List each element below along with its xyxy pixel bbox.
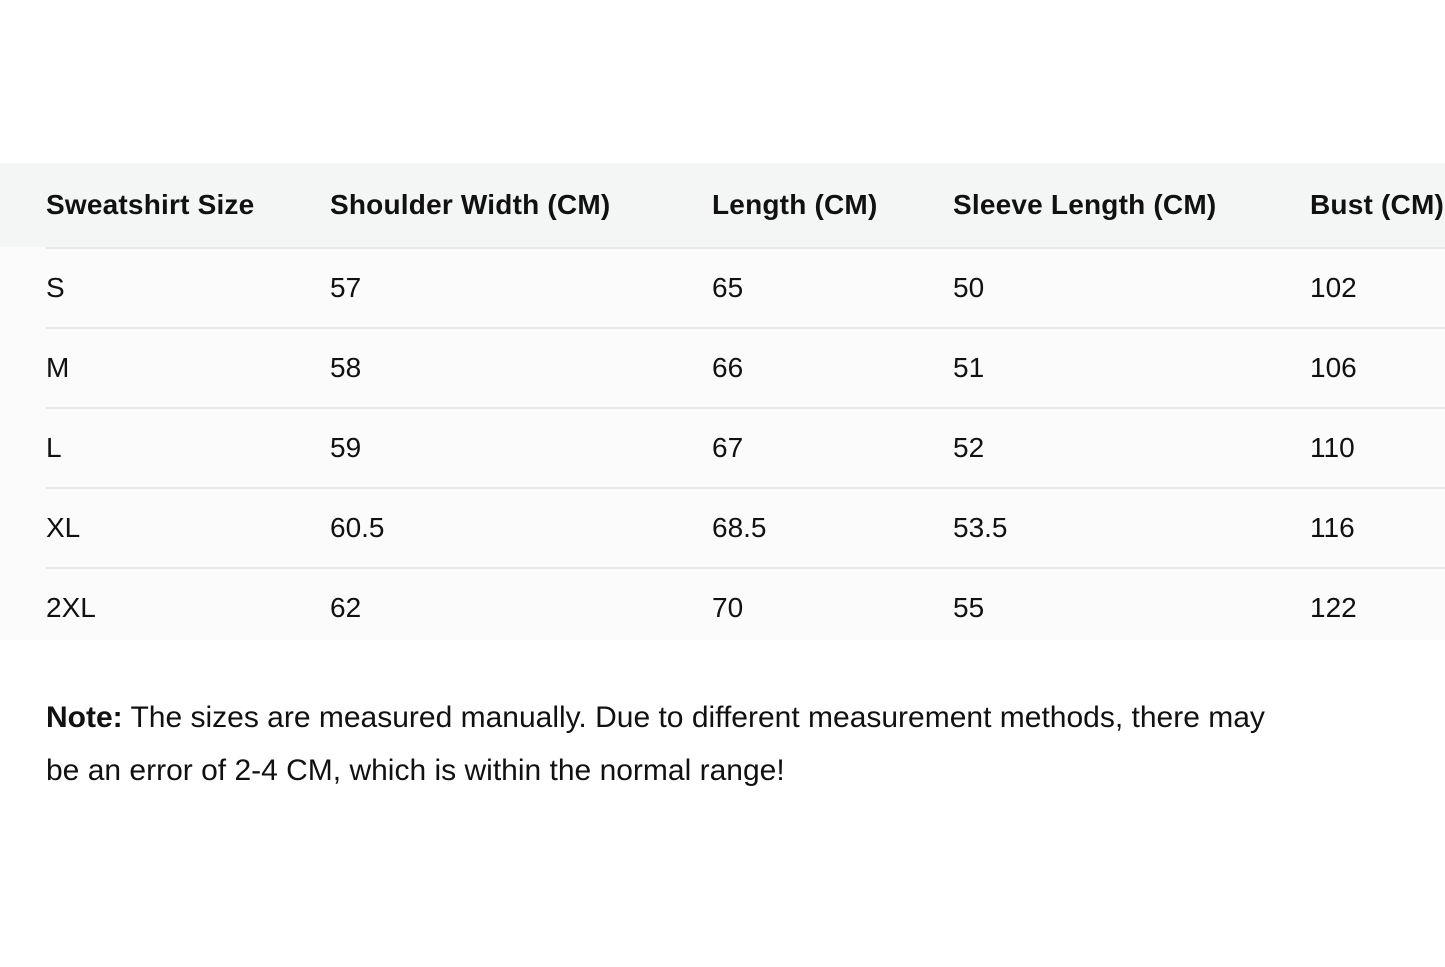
cell-size: 2XL	[46, 592, 96, 623]
cell-shoulder: 62	[330, 592, 362, 623]
cell-sleeve-length: 52	[953, 432, 985, 463]
cell-sleeve-length: 51	[953, 352, 985, 383]
cell-bust: 116	[1310, 512, 1355, 543]
cell-shoulder: 58	[330, 352, 362, 383]
row-divider	[46, 327, 1445, 329]
table-row-xl: XL 60.5 68.5 53.5 116	[0, 489, 1445, 567]
note-label: Note:	[46, 701, 123, 734]
cell-size: L	[46, 432, 62, 463]
cell-length: 67	[712, 432, 744, 463]
cell-length: 70	[712, 592, 744, 623]
cell-bust: 122	[1310, 592, 1357, 623]
note-line-1: Note: The sizes are measured manually. D…	[46, 691, 1406, 744]
cell-size: XL	[46, 512, 81, 543]
cell-length: 65	[712, 272, 744, 303]
column-header-shoulder: Shoulder Width (CM)	[330, 189, 611, 220]
cell-bust: 102	[1310, 272, 1357, 303]
table-row-s: S 57 65 50 102	[0, 249, 1445, 327]
cell-shoulder: 57	[330, 272, 362, 303]
row-divider	[46, 487, 1445, 489]
cell-shoulder: 60.5	[330, 512, 385, 543]
row-divider	[46, 407, 1445, 409]
size-note: Note: The sizes are measured manually. D…	[46, 691, 1406, 797]
cell-sleeve-length: 50	[953, 272, 985, 303]
table-header-row: Sweatshirt Size Shoulder Width (CM) Leng…	[0, 163, 1445, 247]
column-header-bust: Bust (CM)	[1310, 189, 1444, 220]
table-row-m: M 58 66 51 106	[0, 329, 1445, 407]
table-row-2xl: 2XL 62 70 55 122	[0, 569, 1445, 640]
cell-sleeve-length: 55	[953, 592, 985, 623]
note-line-2: be an error of 2-4 CM, which is within t…	[46, 744, 1406, 797]
column-header-length: Length (CM)	[712, 189, 878, 220]
cell-sleeve-length: 53.5	[953, 512, 1008, 543]
cell-shoulder: 59	[330, 432, 362, 463]
row-divider	[46, 247, 1445, 249]
size-chart-table: Sweatshirt Size Shoulder Width (CM) Leng…	[0, 163, 1445, 640]
row-divider	[46, 567, 1445, 569]
column-header-size: Sweatshirt Size	[46, 189, 255, 220]
note-text-2: be an error of 2-4 CM, which is within t…	[46, 754, 785, 787]
cell-length: 66	[712, 352, 744, 383]
note-text-1: The sizes are measured manually. Due to …	[130, 701, 1265, 734]
cell-size: S	[46, 272, 65, 303]
column-header-sleeve-length: Sleeve Length (CM)	[953, 189, 1217, 220]
cell-bust: 110	[1310, 432, 1355, 463]
cell-size: M	[46, 352, 70, 383]
cell-length: 68.5	[712, 512, 767, 543]
table-row-l: L 59 67 52 110	[0, 409, 1445, 487]
cell-bust: 106	[1310, 352, 1357, 383]
